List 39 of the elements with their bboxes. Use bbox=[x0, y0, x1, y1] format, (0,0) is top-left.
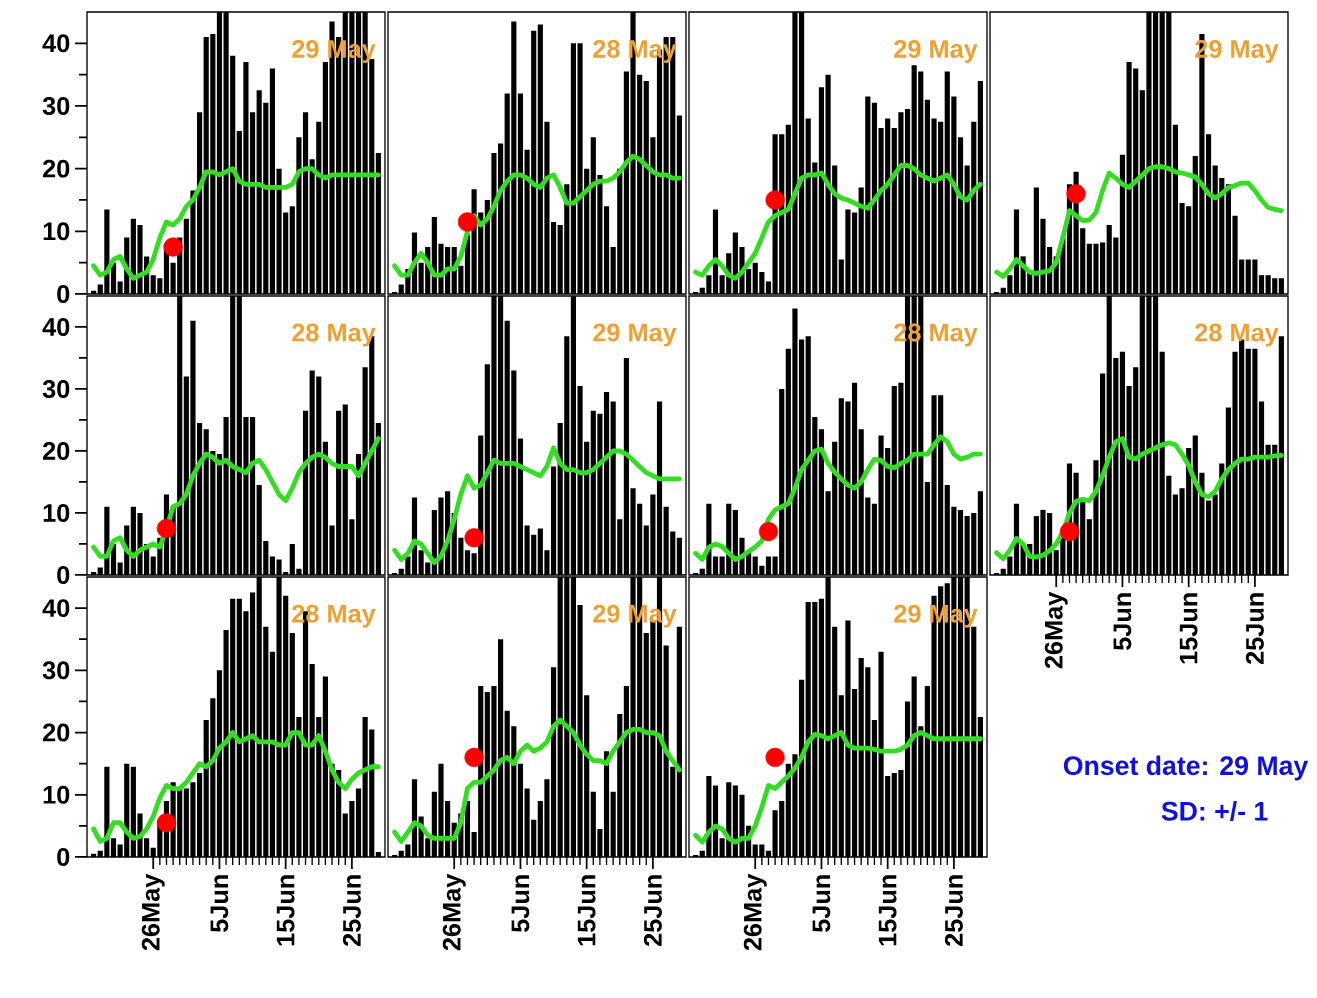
y-tick-label: 10 bbox=[43, 504, 70, 522]
x-tick-label: 15Jun bbox=[276, 875, 295, 946]
y-tick-label: 20 bbox=[43, 442, 70, 460]
x-tick-label: 26May bbox=[442, 873, 466, 951]
y-tick-label: 20 bbox=[43, 159, 70, 178]
x-tick-label: 15Jun bbox=[878, 875, 897, 946]
y-tick-label: 40 bbox=[42, 599, 70, 618]
y-tick-label: 40 bbox=[42, 318, 70, 336]
x-tick-label: 26May bbox=[1044, 591, 1068, 669]
x-tick-label: 26May bbox=[743, 873, 767, 951]
x-tick-label: 15Jun bbox=[1179, 593, 1198, 664]
y-tick-label: 20 bbox=[43, 723, 70, 742]
x-tick-label: 25Jun bbox=[342, 875, 361, 947]
annotation: 28 May bbox=[894, 323, 978, 347]
y-tick-label: 30 bbox=[42, 380, 70, 398]
annotation: 28 May bbox=[292, 604, 376, 628]
y-tick-label: 30 bbox=[42, 661, 70, 680]
x-tick-label: 15Jun bbox=[577, 875, 596, 946]
y-tick-label: 30 bbox=[42, 97, 70, 115]
x-tick-label: 25Jun bbox=[643, 875, 662, 947]
annotation: 28 May bbox=[1195, 323, 1279, 347]
y-tick-label: 0 bbox=[57, 566, 70, 584]
x-tick-label: 5Jun bbox=[812, 875, 831, 933]
y-tick-label: 0 bbox=[57, 285, 70, 303]
annotation: 28 May bbox=[292, 323, 376, 347]
x-tick-label: 25Jun bbox=[1245, 593, 1264, 665]
y-tick-label: 0 bbox=[57, 848, 70, 866]
x-tick-label: 26May bbox=[141, 873, 165, 951]
text: SD: +/- 1 bbox=[1161, 801, 1268, 821]
annotation: 29 May bbox=[894, 39, 978, 63]
text: Onset date: 29 May bbox=[1063, 755, 1309, 781]
x-tick-label: 5Jun bbox=[511, 875, 530, 933]
y-tick-label: 10 bbox=[43, 785, 70, 804]
y-tick-label: 10 bbox=[43, 222, 70, 241]
x-tick-label: 25Jun bbox=[944, 875, 963, 947]
y-tick-label: 40 bbox=[42, 34, 70, 53]
annotation: 29 May bbox=[593, 323, 677, 347]
x-tick-label: 5Jun bbox=[1113, 593, 1132, 651]
x-tick-label: 5Jun bbox=[210, 875, 229, 933]
